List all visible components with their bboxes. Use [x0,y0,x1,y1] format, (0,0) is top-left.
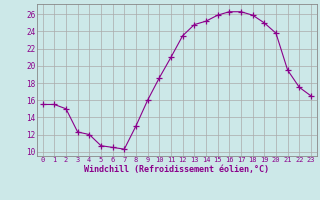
X-axis label: Windchill (Refroidissement éolien,°C): Windchill (Refroidissement éolien,°C) [84,165,269,174]
